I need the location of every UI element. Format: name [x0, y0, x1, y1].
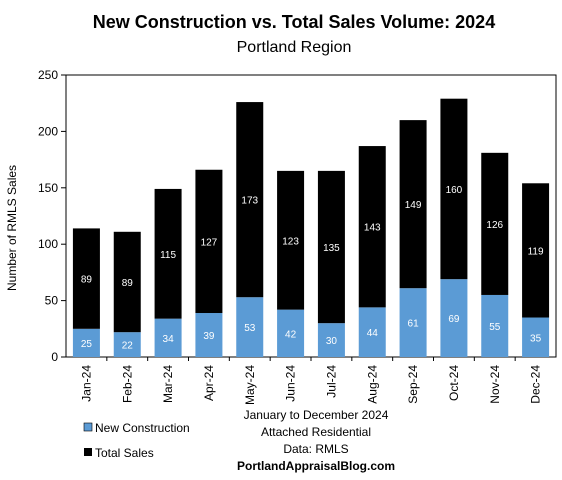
x-tick-label: Sep-24: [406, 365, 420, 404]
data-label-new-construction: 55: [489, 322, 501, 333]
data-label-new-construction: 35: [530, 333, 542, 344]
chart-notes: January to December 2024 Attached Reside…: [237, 408, 395, 473]
bar-new-construction: [154, 318, 182, 357]
note-data-source: Data: RMLS: [283, 442, 348, 456]
chart-subtitle: Portland Region: [237, 39, 352, 56]
data-label-total-sales: 89: [122, 278, 134, 289]
bar-total-sales: [154, 188, 182, 319]
data-label-new-construction: 30: [326, 336, 338, 347]
bar-total-sales: [522, 183, 550, 318]
x-tick-label: Dec-24: [529, 365, 543, 404]
x-tick-label: Nov-24: [488, 365, 502, 404]
note-website: PortlandAppraisalBlog.com: [237, 459, 395, 473]
legend-swatch-new-construction: [83, 422, 93, 432]
legend-label-total-sales: Total Sales: [95, 446, 154, 460]
bar-new-construction: [399, 288, 427, 357]
data-label-total-sales: 135: [323, 243, 340, 254]
data-label-new-construction: 42: [285, 329, 297, 340]
data-label-new-construction: 22: [122, 341, 134, 352]
x-tick-label: Jun-24: [284, 365, 298, 402]
bar-total-sales: [317, 170, 345, 324]
data-label-total-sales: 89: [81, 275, 93, 286]
bar-new-construction: [236, 297, 264, 357]
y-tick-label: 50: [45, 294, 59, 308]
bar-new-construction: [440, 279, 468, 357]
legend: New Construction Total Sales: [83, 421, 190, 460]
data-label-new-construction: 44: [367, 328, 379, 339]
y-axis-label: Number of RMLS Sales: [5, 165, 19, 291]
data-label-new-construction: 39: [203, 331, 215, 342]
y-tick-label: 150: [38, 181, 58, 195]
legend-label-new-construction: New Construction: [95, 421, 190, 435]
bar-new-construction: [317, 323, 345, 357]
data-label-total-sales: 119: [528, 246, 544, 257]
chart-title: New Construction vs. Total Sales Volume:…: [93, 12, 495, 32]
data-label-total-sales: 126: [486, 220, 503, 231]
bar-total-sales: [195, 169, 223, 314]
bar-total-sales: [481, 152, 509, 295]
bar-total-sales: [440, 98, 468, 280]
y-tick-label: 100: [38, 237, 58, 251]
x-tick-label: Jul-24: [324, 365, 338, 398]
data-label-total-sales: 123: [282, 236, 299, 247]
bar-new-construction: [113, 332, 141, 357]
bar-new-construction: [72, 328, 100, 357]
note-property-type: Attached Residential: [261, 425, 371, 439]
bar-new-construction: [358, 307, 386, 357]
bar-new-construction: [277, 309, 305, 357]
bar-total-sales: [113, 231, 141, 333]
bar-total-sales: [277, 170, 305, 310]
x-tick-label: Apr-24: [202, 365, 216, 401]
data-label-new-construction: 25: [81, 339, 93, 350]
data-label-total-sales: 149: [405, 200, 422, 211]
bar-new-construction: [481, 294, 509, 357]
data-label-total-sales: 160: [446, 185, 463, 196]
legend-swatch-total-sales: [84, 448, 92, 456]
x-tick-label: May-24: [243, 365, 257, 405]
bar-total-sales: [72, 228, 100, 329]
bar-total-sales: [399, 120, 427, 289]
data-label-total-sales: 115: [160, 250, 176, 261]
x-tick-label: Oct-24: [447, 365, 461, 401]
data-label-total-sales: 143: [364, 223, 381, 234]
bar-new-construction: [195, 313, 223, 357]
bar-total-sales: [236, 102, 264, 298]
data-label-total-sales: 127: [201, 237, 218, 248]
data-label-new-construction: 53: [244, 323, 256, 334]
note-date-range: January to December 2024: [244, 408, 389, 422]
x-tick-label: Feb-24: [120, 365, 134, 403]
y-tick-label: 200: [38, 124, 58, 138]
data-label-new-construction: 34: [163, 334, 175, 345]
data-label-total-sales: 173: [241, 196, 258, 207]
y-tick-label: 0: [51, 350, 58, 364]
x-tick-label: Aug-24: [365, 365, 379, 404]
data-label-new-construction: 61: [408, 319, 420, 330]
bar-total-sales: [358, 146, 386, 308]
plot-area: 0 50 100 150 200 250 25 89 Jan-24 22 89 Feb-24 34 115…: [38, 68, 557, 405]
y-tick-label: 250: [38, 68, 58, 82]
bar-new-construction: [522, 317, 550, 357]
data-label-new-construction: 69: [448, 314, 460, 325]
x-tick-label: Mar-24: [161, 365, 175, 403]
x-tick-label: Jan-24: [79, 365, 93, 402]
